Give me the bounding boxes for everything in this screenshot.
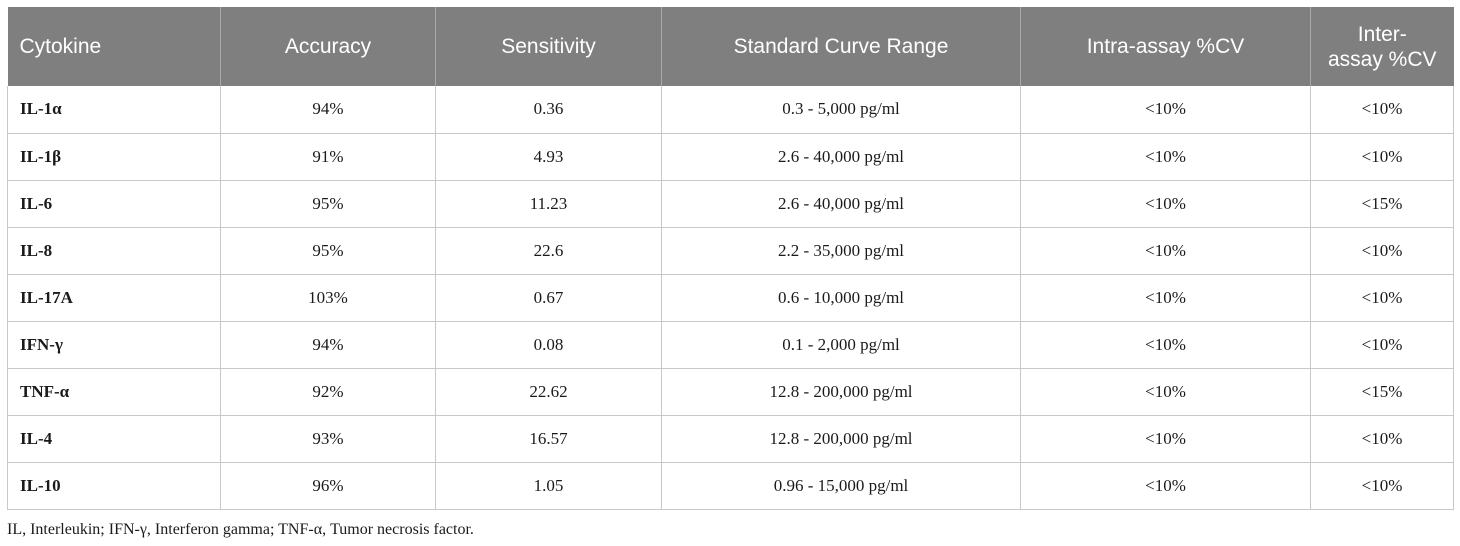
cell-cytokine: IL-10	[7, 462, 221, 510]
cell-cytokine: IL-1α	[7, 86, 221, 134]
cell-intra-assay-cv: <10%	[1020, 227, 1311, 275]
table-body: IL-1α 94% 0.36 0.3 - 5,000 pg/ml <10% <10% IL-…	[7, 86, 1454, 510]
header-standard-curve-range: Standard Curve Range	[661, 7, 1021, 86]
cell-cytokine: IL-17A	[7, 274, 221, 322]
cell-inter-assay-cv: <10%	[1310, 415, 1454, 463]
cell-intra-assay-cv: <10%	[1020, 415, 1311, 463]
cell-cytokine: IL-8	[7, 227, 221, 275]
cell-inter-assay-cv: <10%	[1310, 86, 1454, 134]
cell-accuracy: 95%	[220, 180, 436, 228]
cell-intra-assay-cv: <10%	[1020, 321, 1311, 369]
cell-sensitivity: 22.6	[435, 227, 662, 275]
cell-inter-assay-cv: <15%	[1310, 368, 1454, 416]
cytokine-table-container: Cytokine Accuracy Sensitivity Standard C…	[7, 7, 1454, 510]
cell-inter-assay-cv: <10%	[1310, 462, 1454, 510]
cell-cytokine: IL-4	[7, 415, 221, 463]
cell-inter-assay-cv: <10%	[1310, 227, 1454, 275]
header-intra-assay-cv: Intra-assay %CV	[1020, 7, 1311, 86]
table-row: TNF-α 92% 22.62 12.8 - 200,000 pg/ml <10% <15…	[7, 368, 1454, 416]
cell-intra-assay-cv: <10%	[1020, 86, 1311, 134]
table-row: IL-4 93% 16.57 12.8 - 200,000 pg/ml <10% <10%	[7, 415, 1454, 463]
cell-accuracy: 96%	[220, 462, 436, 510]
table-row: IL-8 95% 22.6 2.2 - 35,000 pg/ml <10% <10%	[7, 227, 1454, 275]
cell-cytokine: IL-6	[7, 180, 221, 228]
cell-standard-curve-range: 0.6 - 10,000 pg/ml	[661, 274, 1021, 322]
header-accuracy: Accuracy	[220, 7, 436, 86]
cell-sensitivity: 0.67	[435, 274, 662, 322]
table-row: IL-1β 91% 4.93 2.6 - 40,000 pg/ml <10% <10%	[7, 133, 1454, 181]
cell-accuracy: 95%	[220, 227, 436, 275]
cell-standard-curve-range: 2.6 - 40,000 pg/ml	[661, 133, 1021, 181]
header-inter-assay-line1: Inter-	[1357, 22, 1407, 46]
header-row: Cytokine Accuracy Sensitivity Standard C…	[7, 7, 1454, 86]
cell-standard-curve-range: 2.2 - 35,000 pg/ml	[661, 227, 1021, 275]
table-row: IFN-γ 94% 0.08 0.1 - 2,000 pg/ml <10% <10%	[7, 321, 1454, 369]
table-header: Cytokine Accuracy Sensitivity Standard C…	[7, 7, 1454, 86]
header-inter-assay-cv: Inter- assay %CV	[1310, 7, 1454, 86]
cytokine-assay-table: Cytokine Accuracy Sensitivity Standard C…	[7, 7, 1454, 510]
cell-inter-assay-cv: <15%	[1310, 180, 1454, 228]
cell-cytokine: IL-1β	[7, 133, 221, 181]
cell-standard-curve-range: 0.96 - 15,000 pg/ml	[661, 462, 1021, 510]
table-row: IL-6 95% 11.23 2.6 - 40,000 pg/ml <10% <15%	[7, 180, 1454, 228]
cell-intra-assay-cv: <10%	[1020, 180, 1311, 228]
cell-standard-curve-range: 12.8 - 200,000 pg/ml	[661, 415, 1021, 463]
cell-sensitivity: 16.57	[435, 415, 662, 463]
table-footnote: IL, Interleukin; IFN-γ, Interferon gamma…	[7, 521, 474, 538]
table-row: IL-10 96% 1.05 0.96 - 15,000 pg/ml <10% <10%	[7, 462, 1454, 510]
cell-standard-curve-range: 0.1 - 2,000 pg/ml	[661, 321, 1021, 369]
cell-accuracy: 103%	[220, 274, 436, 322]
cell-sensitivity: 0.36	[435, 86, 662, 134]
cell-intra-assay-cv: <10%	[1020, 274, 1311, 322]
cell-sensitivity: 11.23	[435, 180, 662, 228]
cell-inter-assay-cv: <10%	[1310, 321, 1454, 369]
cell-accuracy: 91%	[220, 133, 436, 181]
cell-sensitivity: 0.08	[435, 321, 662, 369]
cell-sensitivity: 22.62	[435, 368, 662, 416]
cell-standard-curve-range: 2.6 - 40,000 pg/ml	[661, 180, 1021, 228]
cell-sensitivity: 1.05	[435, 462, 662, 510]
cell-accuracy: 93%	[220, 415, 436, 463]
header-inter-assay-line2: assay %CV	[1327, 47, 1437, 71]
cell-cytokine: IFN-γ	[7, 321, 221, 369]
cell-sensitivity: 4.93	[435, 133, 662, 181]
cell-inter-assay-cv: <10%	[1310, 133, 1454, 181]
cell-standard-curve-range: 12.8 - 200,000 pg/ml	[661, 368, 1021, 416]
table-row: IL-17A 103% 0.67 0.6 - 10,000 pg/ml <10% <10%	[7, 274, 1454, 322]
cell-inter-assay-cv: <10%	[1310, 274, 1454, 322]
table-row: IL-1α 94% 0.36 0.3 - 5,000 pg/ml <10% <10%	[7, 86, 1454, 134]
cell-intra-assay-cv: <10%	[1020, 368, 1311, 416]
cell-accuracy: 94%	[220, 86, 436, 134]
cell-standard-curve-range: 0.3 - 5,000 pg/ml	[661, 86, 1021, 134]
header-cytokine: Cytokine	[7, 7, 221, 86]
cell-intra-assay-cv: <10%	[1020, 133, 1311, 181]
cell-cytokine: TNF-α	[7, 368, 221, 416]
header-sensitivity: Sensitivity	[435, 7, 662, 86]
cell-accuracy: 92%	[220, 368, 436, 416]
cell-intra-assay-cv: <10%	[1020, 462, 1311, 510]
cell-accuracy: 94%	[220, 321, 436, 369]
